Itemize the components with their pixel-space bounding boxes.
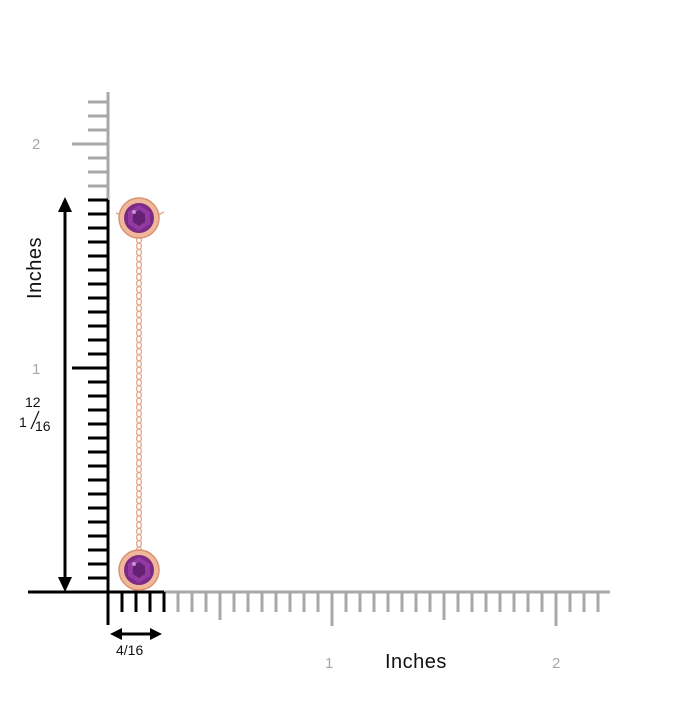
- y-tick-label-1: 1: [32, 361, 41, 378]
- necklace-chain: [135, 235, 143, 555]
- fraction-slash: [30, 410, 40, 430]
- ruler-gray-ticks: [72, 92, 610, 626]
- height-dimension-label: 12 1 16: [18, 395, 58, 435]
- height-dimension-arrow: [58, 197, 72, 592]
- top-amethyst-stone: [118, 197, 160, 239]
- height-whole: 1: [19, 414, 27, 430]
- x-tick-label-1: 1: [325, 655, 334, 672]
- x-axis-unit-label: Inches: [385, 651, 447, 673]
- y-tick-label-2: 2: [32, 136, 41, 153]
- height-denominator: 16: [35, 418, 51, 434]
- width-dimension-arrow: [110, 628, 162, 640]
- bottom-amethyst-stone: [118, 549, 160, 591]
- x-tick-label-2: 2: [552, 655, 561, 672]
- height-numerator: 12: [25, 394, 41, 410]
- width-dimension-label: 4/16: [116, 642, 144, 658]
- y-axis-unit-label: Inches: [24, 237, 46, 299]
- ruler-black-ticks: [72, 198, 166, 612]
